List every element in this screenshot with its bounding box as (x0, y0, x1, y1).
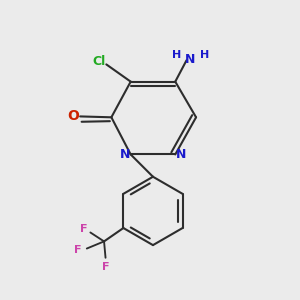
Text: Cl: Cl (92, 55, 106, 68)
Text: F: F (80, 224, 88, 234)
Text: H: H (200, 50, 209, 60)
Text: N: N (176, 148, 186, 161)
Text: N: N (120, 148, 130, 161)
Text: F: F (74, 245, 81, 255)
Text: H: H (172, 50, 181, 60)
Text: F: F (102, 262, 109, 272)
Text: N: N (185, 53, 196, 66)
Text: O: O (67, 109, 79, 123)
